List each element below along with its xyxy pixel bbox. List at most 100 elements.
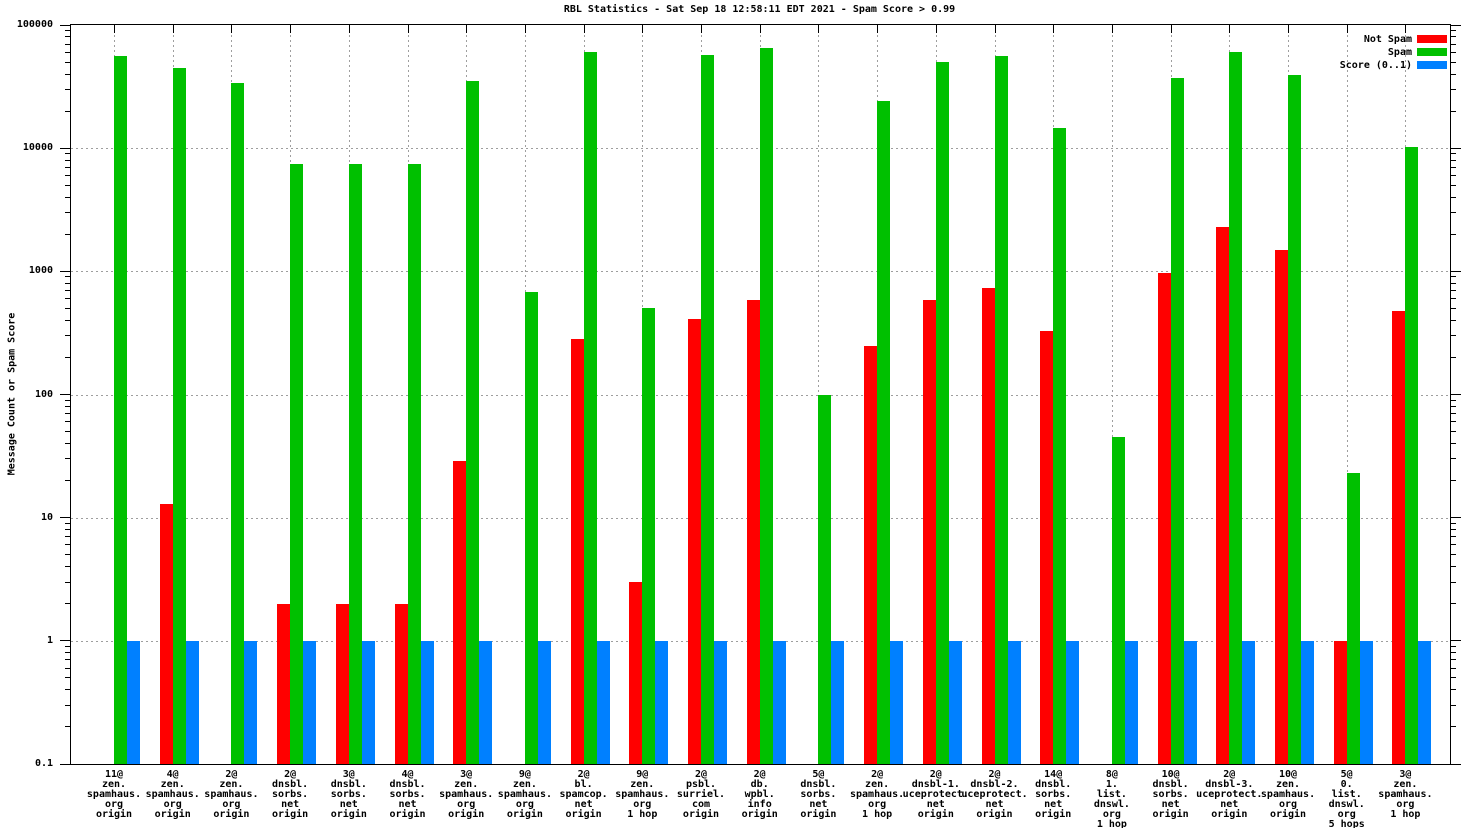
y-minor-tick-right xyxy=(1451,61,1456,63)
plot-area: 100000 10000 1000 100 10 1 0.1 11@ zen. spamhau… xyxy=(17,19,1461,828)
x-tick-top xyxy=(1288,25,1289,33)
bar-not-spam xyxy=(1216,226,1230,764)
y-minor-tick-right xyxy=(1451,51,1456,53)
bar-not-spam xyxy=(453,460,467,764)
y-minor-tick-right xyxy=(1451,566,1456,568)
x-tick-top xyxy=(466,25,468,33)
y-minor-tick-right xyxy=(1451,689,1456,691)
y-minor-tick-right xyxy=(1451,233,1456,235)
y-minor-tick-left xyxy=(65,566,70,568)
x-category-label: 2@ dnsbl-2. uceprotect. net origin xyxy=(961,769,1028,820)
y-minor-tick-left xyxy=(65,174,70,176)
y-minor-tick-left xyxy=(65,522,70,524)
y-minor-tick-right xyxy=(1451,726,1456,728)
x-tick-top xyxy=(290,25,292,33)
y-minor-tick-left xyxy=(65,405,70,407)
y-major-tick-right xyxy=(1451,394,1461,395)
bar-score xyxy=(185,640,199,764)
bar-score xyxy=(1418,640,1432,764)
y-minor-tick-right xyxy=(1451,480,1456,482)
bar-spam xyxy=(1288,75,1301,764)
x-tick-top xyxy=(1170,25,1172,33)
y-minor-tick-right xyxy=(1451,581,1456,583)
x-category-label: 3@ zen. spamhaus. org origin xyxy=(439,769,494,820)
bar-not-spam xyxy=(1275,249,1288,764)
bar-spam xyxy=(1229,52,1243,764)
y-tick-label: 1 xyxy=(46,634,53,646)
bar-spam xyxy=(1170,78,1184,764)
y-major-tick-left xyxy=(60,147,70,149)
legend-swatch xyxy=(1417,61,1447,69)
y-minor-tick-right xyxy=(1451,399,1456,401)
y-minor-tick-right xyxy=(1451,184,1456,186)
y-minor-tick-right xyxy=(1451,431,1456,433)
bar-score xyxy=(303,640,317,764)
bar-spam xyxy=(935,62,949,764)
x-tick-top xyxy=(994,25,996,33)
x-tick-top xyxy=(1111,25,1113,33)
y-minor-tick-right xyxy=(1451,645,1456,647)
bar-not-spam xyxy=(981,288,995,764)
bar-score xyxy=(1124,640,1138,764)
x-category-label: 2@ dnsbl. sorbs. net origin xyxy=(272,769,309,820)
bar-not-spam xyxy=(1392,310,1406,764)
y-minor-tick-right xyxy=(1451,536,1456,538)
bar-not-spam xyxy=(688,319,701,764)
y-minor-tick-left xyxy=(65,298,70,300)
y-minor-tick-left xyxy=(65,458,70,460)
x-category-label: 3@ dnsbl. sorbs. net origin xyxy=(330,769,367,820)
y-minor-tick-left xyxy=(65,212,70,214)
y-minor-tick-left xyxy=(65,166,70,168)
y-minor-tick-left xyxy=(65,196,70,198)
bar-spam xyxy=(994,56,1008,764)
y-minor-tick-right xyxy=(1451,307,1456,309)
bar-not-spam xyxy=(1040,330,1054,764)
bar-not-spam xyxy=(1333,640,1347,764)
x-tick-top xyxy=(1405,25,1407,33)
x-category-label: 3@ zen. spamhaus. org 1 hop xyxy=(1378,769,1433,820)
bar-not-spam xyxy=(922,300,936,764)
y-minor-tick-left xyxy=(65,689,70,691)
y-minor-tick-right xyxy=(1451,36,1456,38)
bar-score xyxy=(1301,640,1314,764)
x-category-label: 2@ bl. spamcop. net origin xyxy=(559,769,608,820)
y-minor-tick-left xyxy=(65,726,70,728)
y-minor-tick-left xyxy=(65,282,70,284)
y-minor-tick-left xyxy=(65,159,70,161)
y-minor-tick-left xyxy=(65,529,70,531)
y-minor-tick-left xyxy=(65,30,70,32)
y-minor-tick-right xyxy=(1451,110,1456,112)
y-minor-tick-right xyxy=(1451,282,1456,284)
y-major-tick-right xyxy=(1451,147,1461,149)
x-category-label: 14@ dnsbl. sorbs. net origin xyxy=(1035,769,1072,820)
bar-score xyxy=(772,640,786,764)
bar-not-spam xyxy=(1157,272,1171,764)
y-minor-tick-left xyxy=(65,233,70,235)
y-minor-tick-left xyxy=(65,667,70,669)
y-major-tick-left xyxy=(60,517,70,519)
y-minor-tick-right xyxy=(1451,335,1456,337)
x-category-label: 2@ dnsbl-3. uceprotect. net origin xyxy=(1196,769,1263,820)
bar-spam xyxy=(348,164,362,764)
y-minor-tick-right xyxy=(1451,544,1456,546)
x-grid-line xyxy=(1346,25,1348,764)
y-minor-tick-left xyxy=(65,413,70,415)
y-minor-tick-left xyxy=(65,88,70,90)
bar-not-spam xyxy=(335,603,349,764)
bar-spam xyxy=(701,55,714,764)
y-minor-tick-left xyxy=(65,581,70,583)
y-minor-tick-right xyxy=(1451,196,1456,198)
x-category-label: 11@ zen. spamhaus. org origin xyxy=(86,769,142,820)
y-minor-tick-left xyxy=(65,704,70,706)
bar-not-spam xyxy=(277,603,291,764)
y-major-tick-left xyxy=(60,763,70,765)
legend-label: Not Spam xyxy=(1363,33,1412,45)
y-tick-label: 10000 xyxy=(22,142,53,154)
x-category-label: 8@ 1. list. dnswl. org 1 hop xyxy=(1093,769,1130,828)
x-tick-top xyxy=(1053,25,1055,33)
y-minor-tick-right xyxy=(1451,166,1456,168)
chart-title: RBL Statistics - Sat Sep 18 12:58:11 EDT… xyxy=(563,4,956,15)
x-tick-top xyxy=(642,25,644,33)
x-category-label: 9@ zen. spamhaus. org origin xyxy=(497,769,552,820)
y-minor-tick-right xyxy=(1451,30,1456,32)
